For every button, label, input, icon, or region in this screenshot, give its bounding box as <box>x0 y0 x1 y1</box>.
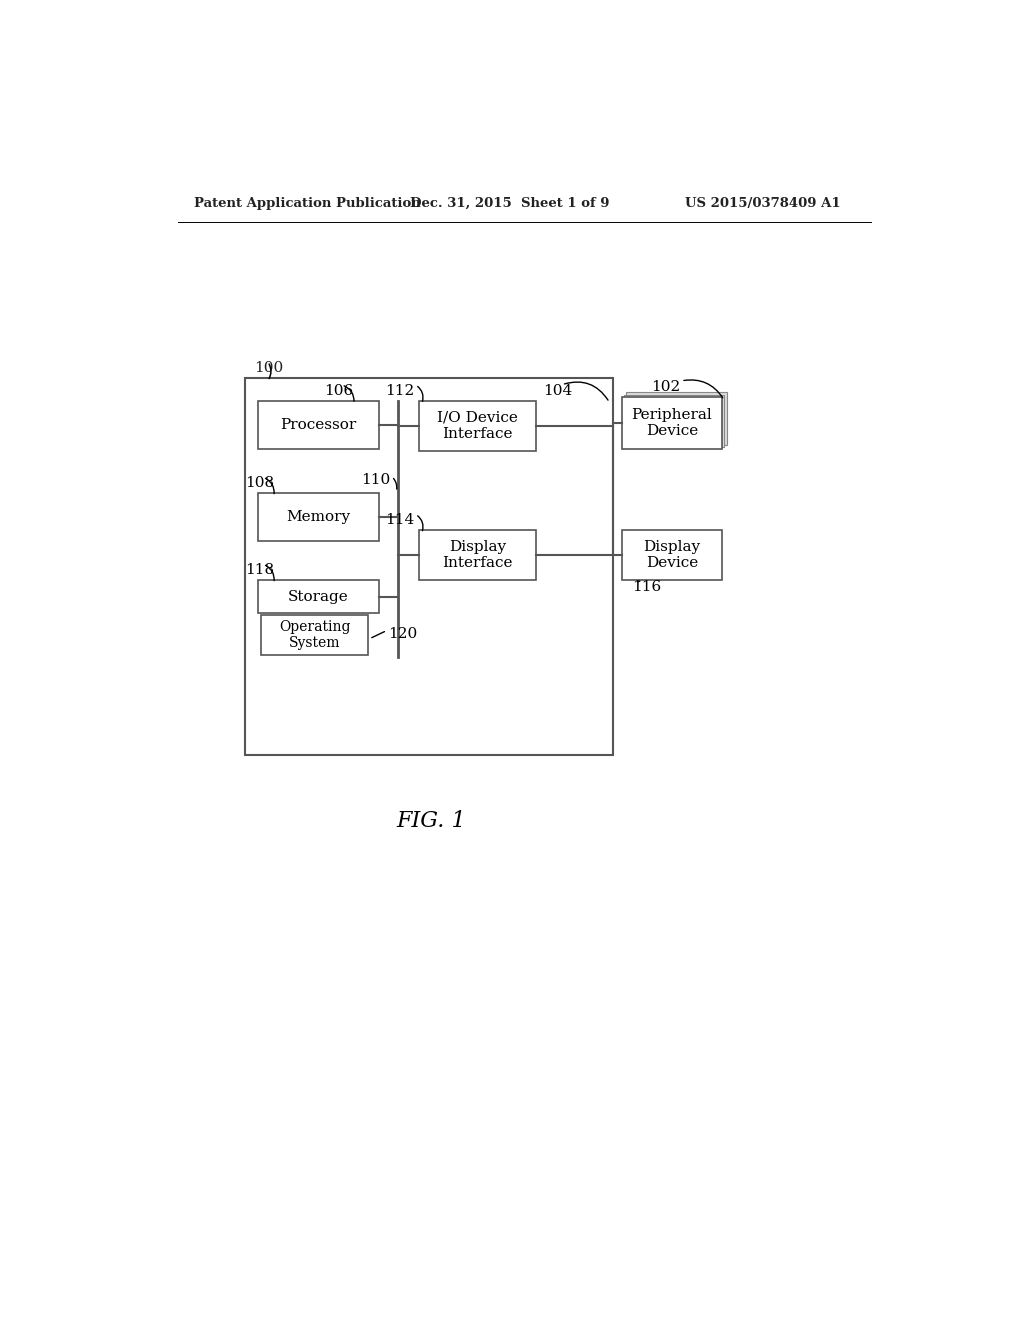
Text: Operating
System: Operating System <box>279 620 350 651</box>
Text: Storage: Storage <box>288 590 349 603</box>
Bar <box>625 395 724 447</box>
Text: 110: 110 <box>360 474 390 487</box>
Text: 106: 106 <box>324 384 353 397</box>
Text: Memory: Memory <box>287 511 350 524</box>
Text: Peripheral
Device: Peripheral Device <box>632 408 713 438</box>
Bar <box>258 581 379 612</box>
Text: Patent Application Publication: Patent Application Publication <box>194 197 421 210</box>
Text: 108: 108 <box>246 477 274 490</box>
Bar <box>627 392 727 445</box>
Text: Processor: Processor <box>281 418 356 432</box>
Text: US 2015/0378409 A1: US 2015/0378409 A1 <box>685 197 841 210</box>
Text: FIG. 1: FIG. 1 <box>396 809 466 832</box>
Text: I/O Device
Interface: I/O Device Interface <box>437 411 518 441</box>
Bar <box>258 494 379 541</box>
Bar <box>245 378 612 755</box>
Text: Display
Interface: Display Interface <box>442 540 513 570</box>
Bar <box>261 615 368 655</box>
Text: 112: 112 <box>385 384 414 397</box>
Text: 100: 100 <box>254 360 283 375</box>
Text: 116: 116 <box>632 579 662 594</box>
Bar <box>622 531 722 581</box>
Bar <box>419 531 537 581</box>
Bar <box>419 401 537 451</box>
Text: Display
Device: Display Device <box>643 540 700 570</box>
Text: Dec. 31, 2015  Sheet 1 of 9: Dec. 31, 2015 Sheet 1 of 9 <box>410 197 609 210</box>
Bar <box>622 397 722 449</box>
Text: 102: 102 <box>651 380 680 395</box>
Text: 114: 114 <box>385 513 414 527</box>
Bar <box>258 401 379 449</box>
Text: 120: 120 <box>388 627 418 642</box>
Text: 104: 104 <box>544 384 572 397</box>
Text: 118: 118 <box>246 564 274 577</box>
